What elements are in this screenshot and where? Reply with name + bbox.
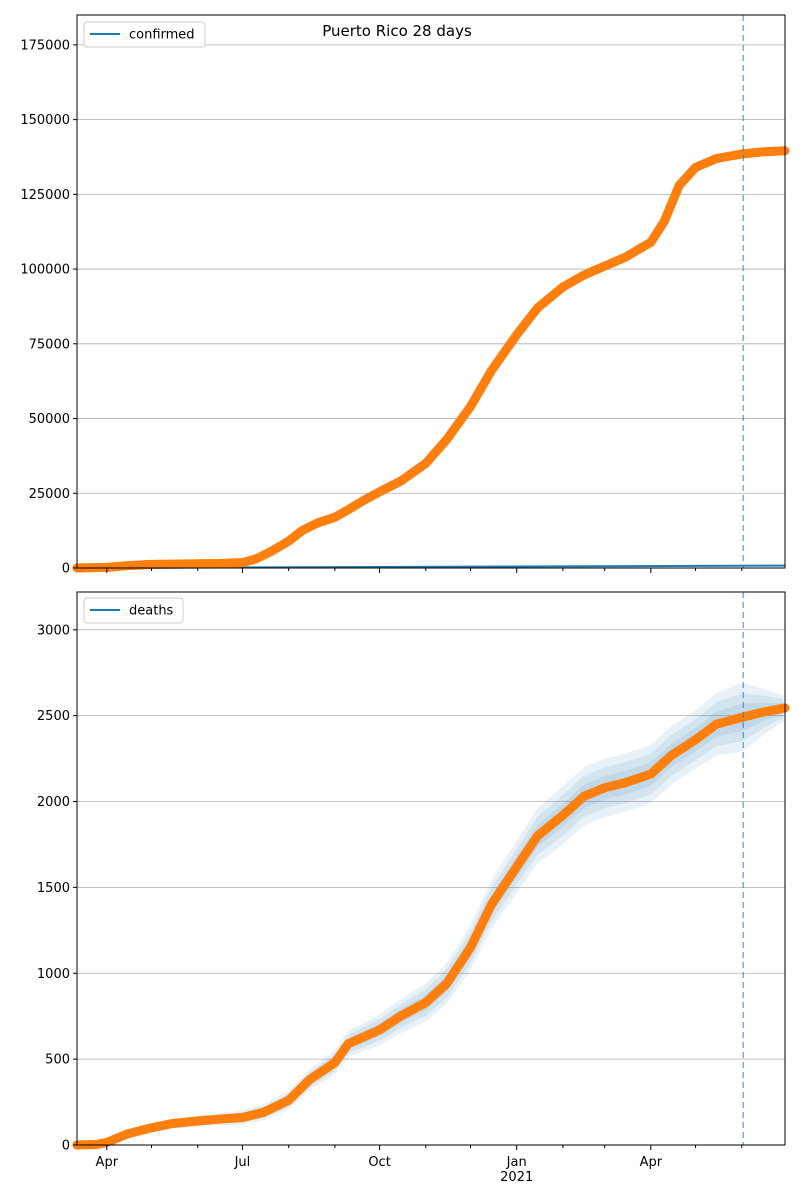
deaths-ytick-label: 500 — [45, 1053, 70, 1068]
confirmed-panel: 0 25000 50000 75000 100000 125000 150000 175000… — [20, 14, 790, 577]
deaths-ytick-label: 3000 — [37, 623, 70, 638]
deaths-xtick-label: Apr — [640, 1155, 663, 1170]
confirmed-ytick-label: 0 — [62, 562, 70, 577]
deaths-ytick-label: 1500 — [37, 881, 70, 896]
confirmed-observed-point — [779, 146, 788, 156]
confirmed-observed-point — [662, 209, 672, 219]
confirmed-ytick-label: 75000 — [29, 337, 70, 352]
deaths-ytick-label: 0 — [62, 1139, 70, 1154]
deaths-axes-frame — [76, 591, 786, 1146]
confirmed-ytick-label: 150000 — [20, 113, 70, 128]
deaths-panel: 0 500 1000 1500 2000 2500 3000 Apr Jul Oct Jan202… — [37, 591, 790, 1185]
deaths-legend: deaths — [83, 597, 184, 624]
deaths-ytick-label: 2500 — [37, 709, 70, 724]
confirmed-axes-frame — [76, 14, 786, 569]
deaths-uncertainty-band-1 — [77, 683, 784, 1147]
confirmed-legend: confirmed — [83, 21, 206, 48]
confirmed-ytick-label: 175000 — [20, 38, 70, 53]
deaths-uncertainty-band-2 — [77, 693, 784, 1147]
deaths-ytick-label: 1000 — [37, 967, 70, 982]
deaths-legend-label: deaths — [129, 604, 174, 619]
deaths-xtick-label: Jul — [234, 1155, 251, 1170]
deaths-xtick-label: Apr — [96, 1155, 119, 1170]
confirmed-ytick-label: 125000 — [20, 188, 70, 203]
deaths-ytick-label: 2000 — [37, 795, 70, 810]
confirmed-ytick-label: 100000 — [20, 263, 70, 278]
confirmed-ytick-label: 50000 — [29, 412, 70, 427]
confirmed-observed-point — [659, 216, 669, 226]
confirmed-observed-point — [665, 202, 675, 212]
deaths-xtick-label: Jan — [506, 1155, 527, 1170]
confirmed-observed-point — [668, 195, 678, 205]
confirmed-legend-label: confirmed — [129, 28, 195, 43]
deaths-xtick-label: 2021 — [500, 1170, 533, 1185]
chart-title: Puerto Rico 28 days — [322, 22, 472, 40]
deaths-xtick-label: Oct — [368, 1155, 390, 1170]
deaths-observed-point — [779, 703, 788, 713]
confirmed-observed-point — [671, 188, 681, 198]
confirmed-ytick-label: 25000 — [29, 487, 70, 502]
confirmed-observed-series — [72, 146, 790, 573]
